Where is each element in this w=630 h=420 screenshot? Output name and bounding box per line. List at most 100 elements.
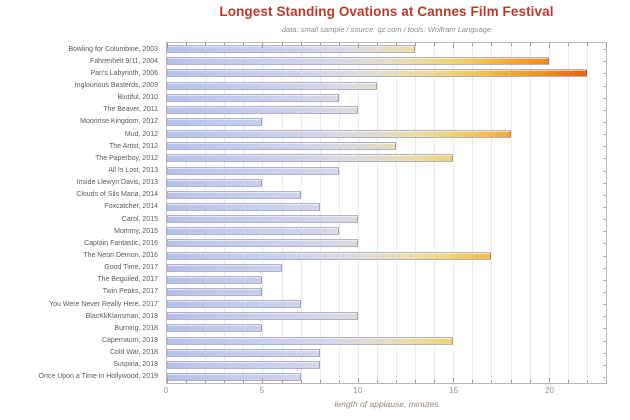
- gridlines: [167, 43, 606, 383]
- x-tick: [567, 43, 569, 46]
- gridline: [357, 43, 359, 383]
- gridline: [243, 43, 245, 383]
- film-label: Fahrenheit 9/11, 2004: [90, 57, 158, 65]
- x-tick: [243, 43, 245, 46]
- y-tick: [603, 121, 606, 123]
- y-tick: [603, 206, 606, 208]
- x-tick: [606, 380, 607, 383]
- film-label: The Artist, 2012: [108, 142, 158, 150]
- x-tick: [586, 380, 588, 383]
- film-label: Bowling for Columbine, 2003: [68, 45, 159, 53]
- x-tick: [281, 43, 283, 46]
- ovation-bar: [167, 215, 358, 224]
- film-label: Capernaum, 2018: [101, 336, 158, 344]
- x-tick: [548, 43, 550, 48]
- film-label: BlacKkKlansman, 2018: [85, 312, 158, 320]
- y-tick: [603, 352, 606, 354]
- x-tick-label: 0: [163, 386, 169, 395]
- x-tick: [357, 378, 359, 383]
- x-tick: [224, 43, 226, 46]
- gridline: [567, 43, 569, 383]
- x-tick: [510, 43, 512, 46]
- x-tick: [167, 43, 168, 48]
- ovation-bar: [167, 45, 416, 54]
- y-tick: [603, 170, 606, 172]
- x-tick: [319, 380, 321, 383]
- film-label: Foxcatcher, 2014: [104, 203, 158, 211]
- x-tick: [186, 380, 188, 383]
- film-label: Mommy, 2015: [114, 227, 158, 235]
- x-tick-label: 5: [259, 386, 265, 395]
- ovation-bar: [167, 57, 549, 66]
- ovation-bar: [167, 117, 263, 126]
- ovation-bar: [167, 239, 358, 248]
- chart-title: Longest Standing Ovations at Cannes Film…: [219, 4, 554, 19]
- axis-ticks: [167, 43, 607, 383]
- ovation-bar: [167, 142, 397, 151]
- x-tick: [529, 380, 531, 383]
- film-label: Moonrise Kingdom, 2012: [80, 118, 158, 126]
- gridline: [338, 43, 340, 383]
- y-tick: [603, 85, 606, 87]
- x-tick: [453, 378, 455, 383]
- x-tick: [434, 43, 436, 46]
- ovation-bar: [167, 69, 587, 78]
- x-tick: [300, 380, 302, 383]
- gridline: [472, 43, 474, 383]
- x-tick: [396, 43, 398, 46]
- gridline: [186, 43, 188, 383]
- ovation-bar: [167, 348, 320, 357]
- film-label: The Beaver, 2011: [103, 106, 158, 114]
- gridline: [224, 43, 226, 383]
- film-label: Captain Fantastic, 2016: [84, 239, 158, 247]
- ovation-bar: [167, 251, 492, 260]
- y-tick: [603, 255, 606, 257]
- x-tick: [205, 380, 207, 383]
- film-label: Biutiful, 2010: [117, 94, 158, 102]
- plot-area: [166, 42, 607, 384]
- film-label: Pan's Labyrinth, 2006: [90, 69, 159, 77]
- x-tick: [529, 43, 531, 46]
- x-tick: [281, 380, 283, 383]
- ovation-bar: [167, 178, 263, 187]
- ovation-bar: [167, 360, 320, 369]
- chart-subtitle: data: small sample / source: qz.com / to…: [281, 25, 492, 34]
- x-tick: [224, 380, 226, 383]
- film-label: Good Time, 2017: [104, 264, 158, 272]
- x-tick: [548, 378, 550, 383]
- gridline: [434, 43, 436, 383]
- x-tick: [434, 380, 436, 383]
- film-label: Inglourious Basterds, 2009: [74, 81, 158, 89]
- y-tick: [603, 73, 606, 75]
- y-tick: [603, 194, 606, 196]
- x-tick: [415, 380, 417, 383]
- y-tick: [603, 97, 606, 99]
- ovation-bar: [167, 166, 339, 175]
- x-tick: [262, 43, 264, 48]
- film-label: Carol, 2015: [121, 215, 158, 223]
- x-tick: [567, 380, 569, 383]
- ovation-bar: [167, 93, 339, 102]
- ovation-bar: [167, 130, 511, 139]
- film-label: The Paperboy, 2012: [95, 154, 158, 162]
- ovation-bar: [167, 300, 301, 309]
- x-tick: [319, 43, 321, 46]
- film-label: Mud, 2012: [124, 130, 158, 138]
- y-tick: [603, 279, 606, 281]
- film-label: The Beguiled, 2017: [97, 276, 158, 284]
- x-tick: [300, 43, 302, 46]
- ovation-bar: [167, 202, 320, 211]
- y-tick: [603, 328, 606, 330]
- gridline: [415, 43, 417, 383]
- category-labels: Bowling for Columbine, 2003 Fahrenheit 9/…: [0, 43, 162, 383]
- film-label: Burning, 2018: [114, 324, 158, 332]
- x-tick: [510, 380, 512, 383]
- x-tick: [606, 43, 607, 46]
- ovation-bar: [167, 324, 263, 333]
- x-axis: 0 5 10 15 20: [163, 386, 607, 396]
- film-label: Cold War, 2018: [110, 349, 158, 357]
- gridline: [205, 43, 207, 383]
- y-tick: [603, 267, 606, 269]
- y-tick: [603, 231, 606, 233]
